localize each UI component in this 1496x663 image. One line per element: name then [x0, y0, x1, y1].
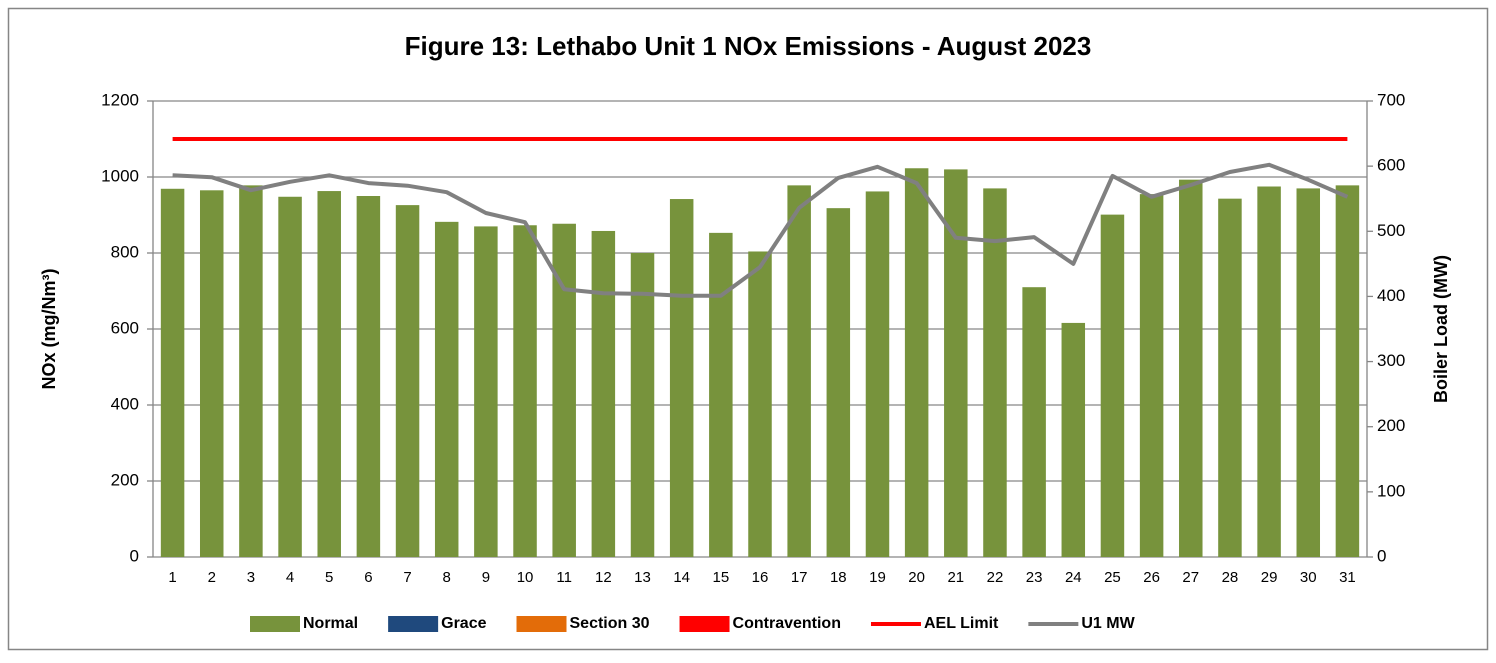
legend-swatch — [388, 616, 439, 632]
y2-tick-label: 100 — [1377, 481, 1405, 500]
legend-label: U1 MW — [1081, 615, 1135, 632]
y2-tick-label: 400 — [1377, 286, 1405, 305]
bar — [669, 199, 694, 558]
x-tick-label: 30 — [1300, 569, 1317, 586]
y-tick-label: 600 — [111, 318, 139, 337]
legend-swatch — [516, 616, 567, 632]
bar — [630, 253, 655, 557]
x-tick-label: 14 — [673, 569, 690, 586]
bar — [199, 190, 224, 558]
x-tick-label: 8 — [443, 569, 451, 586]
x-tick-label: 15 — [712, 569, 729, 586]
bar — [983, 188, 1007, 557]
y-tick-label: 200 — [111, 470, 139, 489]
y-tick-label: 400 — [111, 394, 139, 413]
bar — [1100, 214, 1125, 557]
y-tick-label: 0 — [130, 546, 139, 565]
line — [172, 162, 1349, 298]
bar — [709, 232, 733, 558]
legend-swatch — [250, 616, 300, 632]
x-tick-label: 6 — [364, 569, 372, 586]
y2-axis-title: Boiler Load (MW) — [1431, 255, 1451, 403]
bar — [160, 188, 185, 557]
x-tick-label: 31 — [1339, 569, 1356, 586]
bar — [1179, 179, 1203, 557]
x-tick-label: 25 — [1104, 569, 1121, 586]
bar — [787, 185, 811, 558]
x-tick-label: 18 — [830, 569, 847, 586]
bar — [1139, 194, 1164, 557]
bar — [395, 205, 420, 557]
y-tick-label: 1000 — [101, 166, 139, 185]
x-tick-label: 2 — [208, 569, 216, 586]
x-tick-label: 28 — [1222, 569, 1239, 586]
x-tick-label: 26 — [1143, 569, 1160, 586]
y2-tick-label: 500 — [1377, 221, 1405, 240]
legend-label: Normal — [303, 615, 358, 632]
bar — [239, 185, 263, 558]
y-tick-label: 800 — [111, 242, 139, 261]
bar — [278, 196, 302, 557]
bar — [1296, 188, 1321, 557]
bar — [552, 223, 576, 558]
x-tick-label: 4 — [286, 569, 294, 586]
bar — [1022, 287, 1046, 557]
bar — [865, 191, 890, 557]
legend-label: Section 30 — [570, 615, 650, 632]
bar — [944, 169, 968, 557]
y2-tick-label: 300 — [1377, 351, 1405, 370]
bar — [591, 230, 616, 557]
bar — [434, 221, 459, 557]
y-tick-label: 1200 — [101, 90, 139, 109]
x-tick-label: 1 — [168, 569, 176, 586]
x-tick-label: 5 — [325, 569, 333, 586]
chart-title: Figure 13: Lethabo Unit 1 NOx Emissions … — [405, 31, 1092, 61]
bar — [474, 226, 498, 557]
x-tick-label: 17 — [791, 569, 808, 586]
x-tick-label: 19 — [869, 569, 886, 586]
x-tick-label: 12 — [595, 569, 612, 586]
y-axis-title: NOx (mg/Nm³) — [39, 268, 59, 389]
x-tick-label: 29 — [1261, 569, 1278, 586]
legend-label: Contravention — [733, 615, 841, 632]
x-tick-label: 9 — [482, 569, 490, 586]
bar — [356, 196, 381, 557]
legend-label: AEL Limit — [924, 615, 999, 632]
y2-tick-label: 200 — [1377, 416, 1405, 435]
x-tick-label: 24 — [1065, 569, 1082, 586]
x-tick-label: 20 — [908, 569, 925, 586]
bar — [1218, 198, 1242, 557]
x-tick-label: 11 — [556, 569, 572, 586]
x-tick-label: 13 — [634, 569, 651, 586]
bar — [317, 191, 341, 557]
bar — [748, 251, 772, 558]
bar — [826, 208, 851, 557]
x-tick-label: 21 — [947, 569, 964, 586]
x-tick-label: 3 — [247, 569, 255, 586]
bar — [1061, 322, 1086, 557]
x-tick-label: 7 — [403, 569, 411, 586]
x-tick-label: 16 — [752, 569, 769, 586]
x-tick-label: 23 — [1026, 569, 1043, 586]
x-tick-label: 27 — [1182, 569, 1199, 586]
legend-label: Grace — [441, 615, 486, 632]
x-tick-label: 10 — [517, 569, 534, 586]
bar — [1335, 185, 1360, 558]
bar — [513, 225, 537, 557]
bar — [904, 168, 929, 557]
x-tick-label: 22 — [987, 569, 1004, 586]
y2-tick-label: 700 — [1377, 90, 1405, 109]
legend-swatch — [679, 616, 730, 632]
bar — [1257, 186, 1281, 557]
y2-tick-label: 0 — [1377, 546, 1386, 565]
y2-tick-label: 600 — [1377, 156, 1405, 175]
